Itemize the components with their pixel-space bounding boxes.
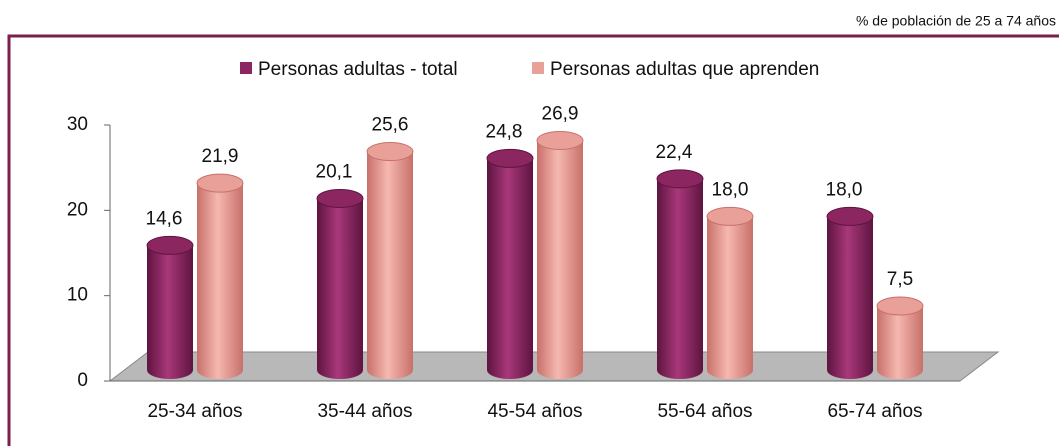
legend-label: Personas adultas que aprenden xyxy=(550,59,819,80)
subtitle: % de población de 25 a 74 años xyxy=(856,13,1056,29)
x-tick-label: 65-74 años xyxy=(827,401,922,422)
value-label: 7,5 xyxy=(887,269,913,290)
value-label: 18,0 xyxy=(712,179,749,200)
bar xyxy=(827,216,873,379)
x-tick-label: 55-64 años xyxy=(657,401,752,422)
bar-top xyxy=(876,296,924,316)
legend-swatch xyxy=(240,62,252,74)
value-label: 22,4 xyxy=(656,142,693,163)
value-label: 26,9 xyxy=(542,103,579,124)
frame xyxy=(7,34,1059,446)
x-tick-label: 45-54 años xyxy=(487,401,582,422)
bar xyxy=(537,140,583,379)
bar xyxy=(367,151,413,379)
value-label: 14,6 xyxy=(146,208,183,229)
bar-top xyxy=(146,235,194,255)
y-tick-label: 30 xyxy=(67,114,88,135)
value-label: 25,6 xyxy=(372,115,409,136)
bar xyxy=(147,245,193,379)
bar xyxy=(487,158,533,379)
value-label: 20,1 xyxy=(316,161,353,182)
bar-top xyxy=(706,206,754,226)
bar xyxy=(877,306,923,379)
value-label: 24,8 xyxy=(486,121,523,142)
y-tick-label: 0 xyxy=(77,370,88,391)
bar-top xyxy=(316,188,364,208)
bar-top xyxy=(536,130,584,150)
bar xyxy=(197,183,243,379)
bar-top xyxy=(366,142,414,162)
legend-swatch xyxy=(532,62,544,74)
bar xyxy=(317,198,363,379)
y-tick-label: 10 xyxy=(67,285,88,306)
y-tick-label: 20 xyxy=(67,199,88,220)
bar-top xyxy=(486,148,534,168)
legend-label: Personas adultas - total xyxy=(258,59,458,80)
bar-top xyxy=(656,169,704,189)
value-label: 18,0 xyxy=(826,179,863,200)
x-tick-label: 25-34 años xyxy=(147,401,242,422)
x-tick-label: 35-44 años xyxy=(317,401,412,422)
bar xyxy=(707,216,753,379)
bar xyxy=(657,178,703,379)
bar-top xyxy=(826,206,874,226)
bar-top xyxy=(196,173,244,193)
value-label: 21,9 xyxy=(202,146,239,167)
